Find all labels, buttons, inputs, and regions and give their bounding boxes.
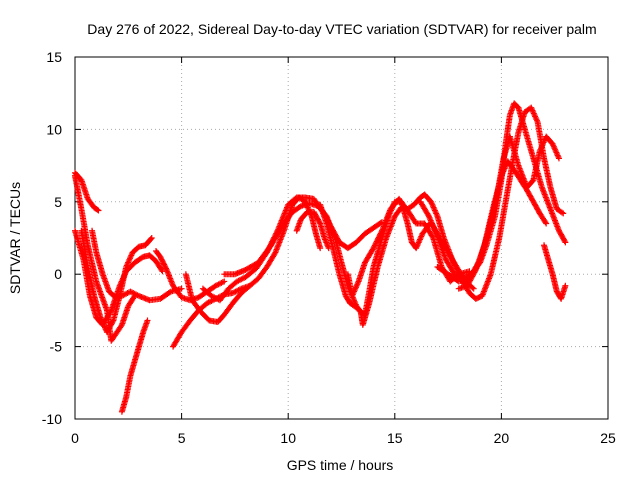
data-point <box>370 245 377 252</box>
x-tick-label: 20 <box>494 430 510 446</box>
data-point <box>221 278 228 285</box>
data-point <box>157 253 164 260</box>
y-axis-title: SDTVAR / TECUs <box>7 182 23 294</box>
data-point <box>425 211 432 218</box>
data-point <box>109 318 116 325</box>
data-point <box>107 308 114 315</box>
y-tick-label: -10 <box>42 411 62 427</box>
data-point <box>558 209 565 216</box>
data-point <box>562 239 569 246</box>
data-point <box>118 323 125 330</box>
data-point <box>555 155 562 162</box>
series-track-6 <box>118 317 151 415</box>
data-point <box>377 219 384 226</box>
series-track-14 <box>344 104 567 328</box>
series-track-4 <box>78 227 155 336</box>
data-point <box>159 259 166 266</box>
data-point <box>162 264 169 271</box>
y-tick-label: 10 <box>46 121 62 137</box>
y-tick-label: 0 <box>54 266 62 282</box>
data-point <box>159 257 166 264</box>
data-point <box>472 268 479 275</box>
data-point <box>356 307 363 314</box>
series-track-18 <box>541 242 569 302</box>
data-point <box>147 236 154 243</box>
series-track-17 <box>455 158 550 292</box>
data-point <box>470 285 477 292</box>
data-point <box>158 256 165 263</box>
data-point <box>94 206 101 213</box>
data-point <box>371 243 378 250</box>
data-point <box>543 220 550 227</box>
data-point <box>163 265 170 272</box>
data-point <box>144 317 151 324</box>
data-point <box>316 219 323 226</box>
data-point <box>271 250 278 257</box>
x-axis-title: GPS time / hours <box>287 457 394 473</box>
data-layer <box>72 100 569 415</box>
y-tick-label: 15 <box>46 49 62 65</box>
data-point <box>429 233 436 240</box>
x-tick-label: 5 <box>178 430 186 446</box>
series-track-1 <box>72 169 102 214</box>
data-point <box>161 262 168 269</box>
data-point <box>560 210 567 217</box>
chart-title: Day 276 of 2022, Sidereal Day-to-day VTE… <box>87 21 596 37</box>
data-point <box>166 289 173 296</box>
series-track-5 <box>89 227 185 304</box>
x-tick-label: 15 <box>387 430 403 446</box>
x-tick-label: 0 <box>71 430 79 446</box>
x-tick-label: 25 <box>600 430 616 446</box>
data-point <box>178 285 185 292</box>
data-point <box>160 260 167 267</box>
data-point <box>317 245 324 252</box>
x-tick-label: 10 <box>280 430 296 446</box>
y-tick-label: -5 <box>50 339 63 355</box>
data-point <box>161 261 168 268</box>
y-tick-label: 5 <box>54 194 62 210</box>
data-point <box>561 238 568 245</box>
tick-layer: 0 5 10 15 20 25 -10 -5 0 5 10 15 <box>42 49 616 446</box>
data-point <box>148 235 155 241</box>
data-point <box>296 203 303 210</box>
data-point <box>375 235 382 242</box>
data-point <box>157 255 164 262</box>
data-point <box>469 284 476 291</box>
data-point <box>292 195 299 202</box>
series-track-7 <box>153 248 228 304</box>
data-point <box>95 207 102 214</box>
data-point <box>562 282 569 289</box>
data-point <box>542 219 549 226</box>
data-point <box>158 267 165 274</box>
series-track-12 <box>293 208 332 252</box>
